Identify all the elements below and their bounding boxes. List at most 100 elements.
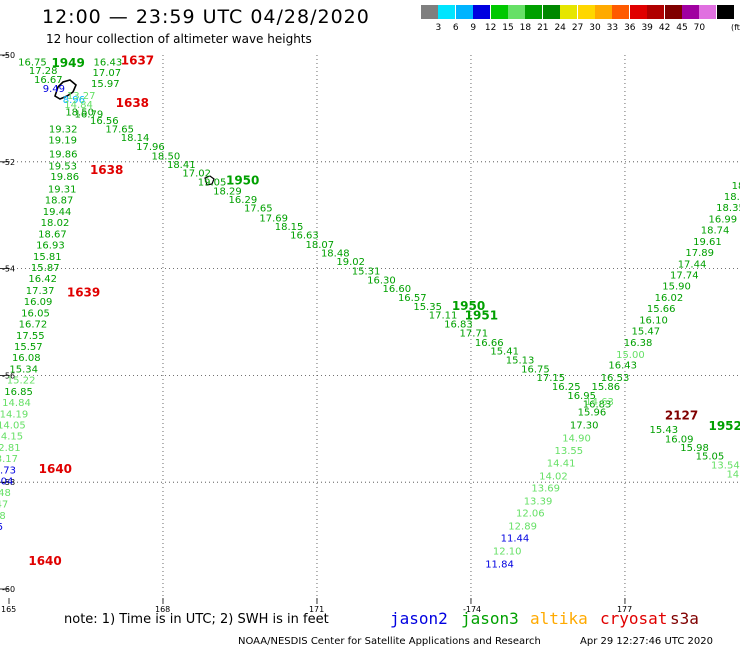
wave-height-value: 16.85 — [4, 387, 33, 398]
scale-unit: (ft) — [731, 23, 740, 32]
wave-height-value: 15.43 — [649, 425, 678, 436]
legend-item-cryosat: cryosat — [600, 609, 668, 628]
scale-swatch — [473, 5, 491, 19]
wave-height-value: 16.05 — [21, 308, 50, 319]
scale-label: 24 — [554, 23, 566, 33]
wave-height-value: 15.47 — [631, 327, 660, 338]
orbit-number-label: 1952 — [708, 419, 740, 433]
wave-height-value: 15.90 — [662, 282, 691, 293]
wave-height-value: 16.79 — [75, 110, 104, 121]
scale-label: 15 — [502, 23, 514, 33]
wave-height-value: 15.13 — [506, 355, 535, 366]
scale-label: 6 — [452, 23, 459, 33]
scale-swatch — [560, 5, 578, 19]
legend-item-jason2: jason2 — [390, 609, 448, 628]
credit-text: NOAA/NESDIS Center for Satellite Applica… — [238, 636, 541, 647]
wave-height-value: 18.29 — [213, 187, 242, 198]
wave-height-value: 16.25 — [552, 382, 581, 393]
wave-height-value: 15.41 — [490, 346, 519, 357]
scale-label: 33 — [606, 23, 619, 33]
wave-height-value: 16.67 — [34, 75, 63, 86]
wave-height-value: 17.37 — [26, 286, 55, 297]
wave-height-value: 17.71 — [460, 329, 489, 340]
wave-height-value: 16.53 — [601, 373, 630, 384]
wave-height-value: 12.89 — [508, 521, 537, 532]
wave-height-value: 19.31 — [48, 185, 77, 196]
wave-height-value: 17.96 — [136, 142, 165, 153]
wave-height-value: 15.34 — [9, 364, 38, 375]
wave-height-value: 17.44 — [678, 259, 707, 270]
wave-height-value: 16.08 — [12, 353, 41, 364]
lat-tick-label: -50 — [2, 51, 15, 60]
wave-height-value: 17.69 — [259, 213, 288, 224]
scale-label: 36 — [624, 23, 636, 33]
wave-height-value: 18.77 — [732, 181, 740, 192]
wave-height-value: 14.84 — [64, 100, 93, 111]
scale-swatch — [525, 5, 543, 19]
wave-height-value: 13.54 — [711, 461, 740, 472]
wave-height-value: 16.60 — [383, 284, 412, 295]
wave-height-value: 15.96 — [578, 408, 607, 419]
wave-height-value: 16.95 — [567, 391, 596, 402]
wave-height-value: 15.97 — [91, 79, 120, 90]
note-text: note: 1) Time is in UTC; 2) SWH is in fe… — [64, 612, 329, 627]
wave-height-value: 16.38 — [624, 338, 653, 349]
lon-tick-label: 168 — [155, 605, 170, 614]
orbit-number-label: 1638 — [116, 96, 149, 110]
wave-height-value: 12.11 — [0, 539, 1, 550]
wave-height-value: 19.32 — [49, 125, 78, 136]
wave-height-value: 18.43 — [724, 192, 740, 203]
lon-tick-label: -174 — [463, 605, 481, 614]
wave-height-value: 19.86 — [49, 149, 78, 160]
lat-tick-label: -56 — [2, 371, 15, 380]
scale-swatch — [716, 5, 734, 19]
scale-label: 3 — [435, 23, 442, 33]
wave-height-value: 17.28 — [29, 66, 58, 77]
wave-height-value: 16.43 — [608, 361, 637, 372]
wave-height-value: 16.02 — [655, 293, 684, 304]
wave-height-value: 17.65 — [244, 204, 273, 215]
scale-label: 39 — [641, 23, 653, 33]
scale-swatch — [595, 5, 612, 19]
wave-height-value: 18.14 — [121, 133, 150, 144]
lon-tick-label: 171 — [309, 605, 324, 614]
wave-height-value: 16.75 — [18, 57, 47, 68]
lat-tick-label: -60 — [2, 585, 15, 594]
wave-height-value: 17.07 — [93, 68, 122, 79]
wave-height-value: 12.06 — [516, 509, 545, 520]
wave-height-value: 11.65 — [0, 522, 3, 533]
wave-height-value: 12.10 — [493, 547, 522, 558]
scale-swatch — [647, 5, 665, 19]
wave-height-value: 15.57 — [14, 342, 43, 353]
wave-height-value: 18.07 — [306, 240, 335, 251]
wave-height-value: 16.93 — [36, 241, 65, 252]
wave-height-value: 18.74 — [701, 226, 730, 237]
wave-height-value: 18.41 — [167, 160, 196, 171]
wave-height-value: 16.30 — [367, 275, 396, 286]
orbit-number-label: 1949 — [51, 56, 84, 70]
wave-height-value: 8.96 — [63, 95, 85, 106]
wave-height-value: 13.55 — [554, 446, 583, 457]
wave-height-value: 15.98 — [680, 443, 709, 454]
wave-height-value: 16.29 — [229, 195, 258, 206]
orbit-number-label: 1639 — [67, 286, 100, 300]
lat-tick-label: -58 — [2, 478, 15, 487]
orbit-number-label: 1951 — [465, 309, 498, 323]
wave-height-value: 18.35 — [716, 203, 740, 214]
wave-height-value: 14.63 — [585, 397, 614, 408]
wave-height-value: 12.18 — [0, 511, 6, 522]
wave-height-value: 12.81 — [0, 443, 21, 454]
scale-label: 9 — [470, 23, 477, 33]
scale-swatch — [490, 5, 508, 19]
scale-swatch — [664, 5, 682, 19]
wave-height-value: 16.09 — [665, 434, 694, 445]
wave-height-value: 11.84 — [485, 559, 514, 570]
wave-height-value: 18.02 — [41, 218, 70, 229]
wave-height-value: 19.44 — [43, 207, 72, 218]
scale-swatch — [682, 5, 699, 19]
wave-height-value: 16.99 — [708, 214, 737, 225]
wave-height-value: 17.89 — [685, 248, 714, 259]
scale-label: 70 — [693, 23, 706, 33]
scale-swatch — [455, 5, 473, 19]
wave-height-value: 14.15 — [0, 432, 23, 443]
